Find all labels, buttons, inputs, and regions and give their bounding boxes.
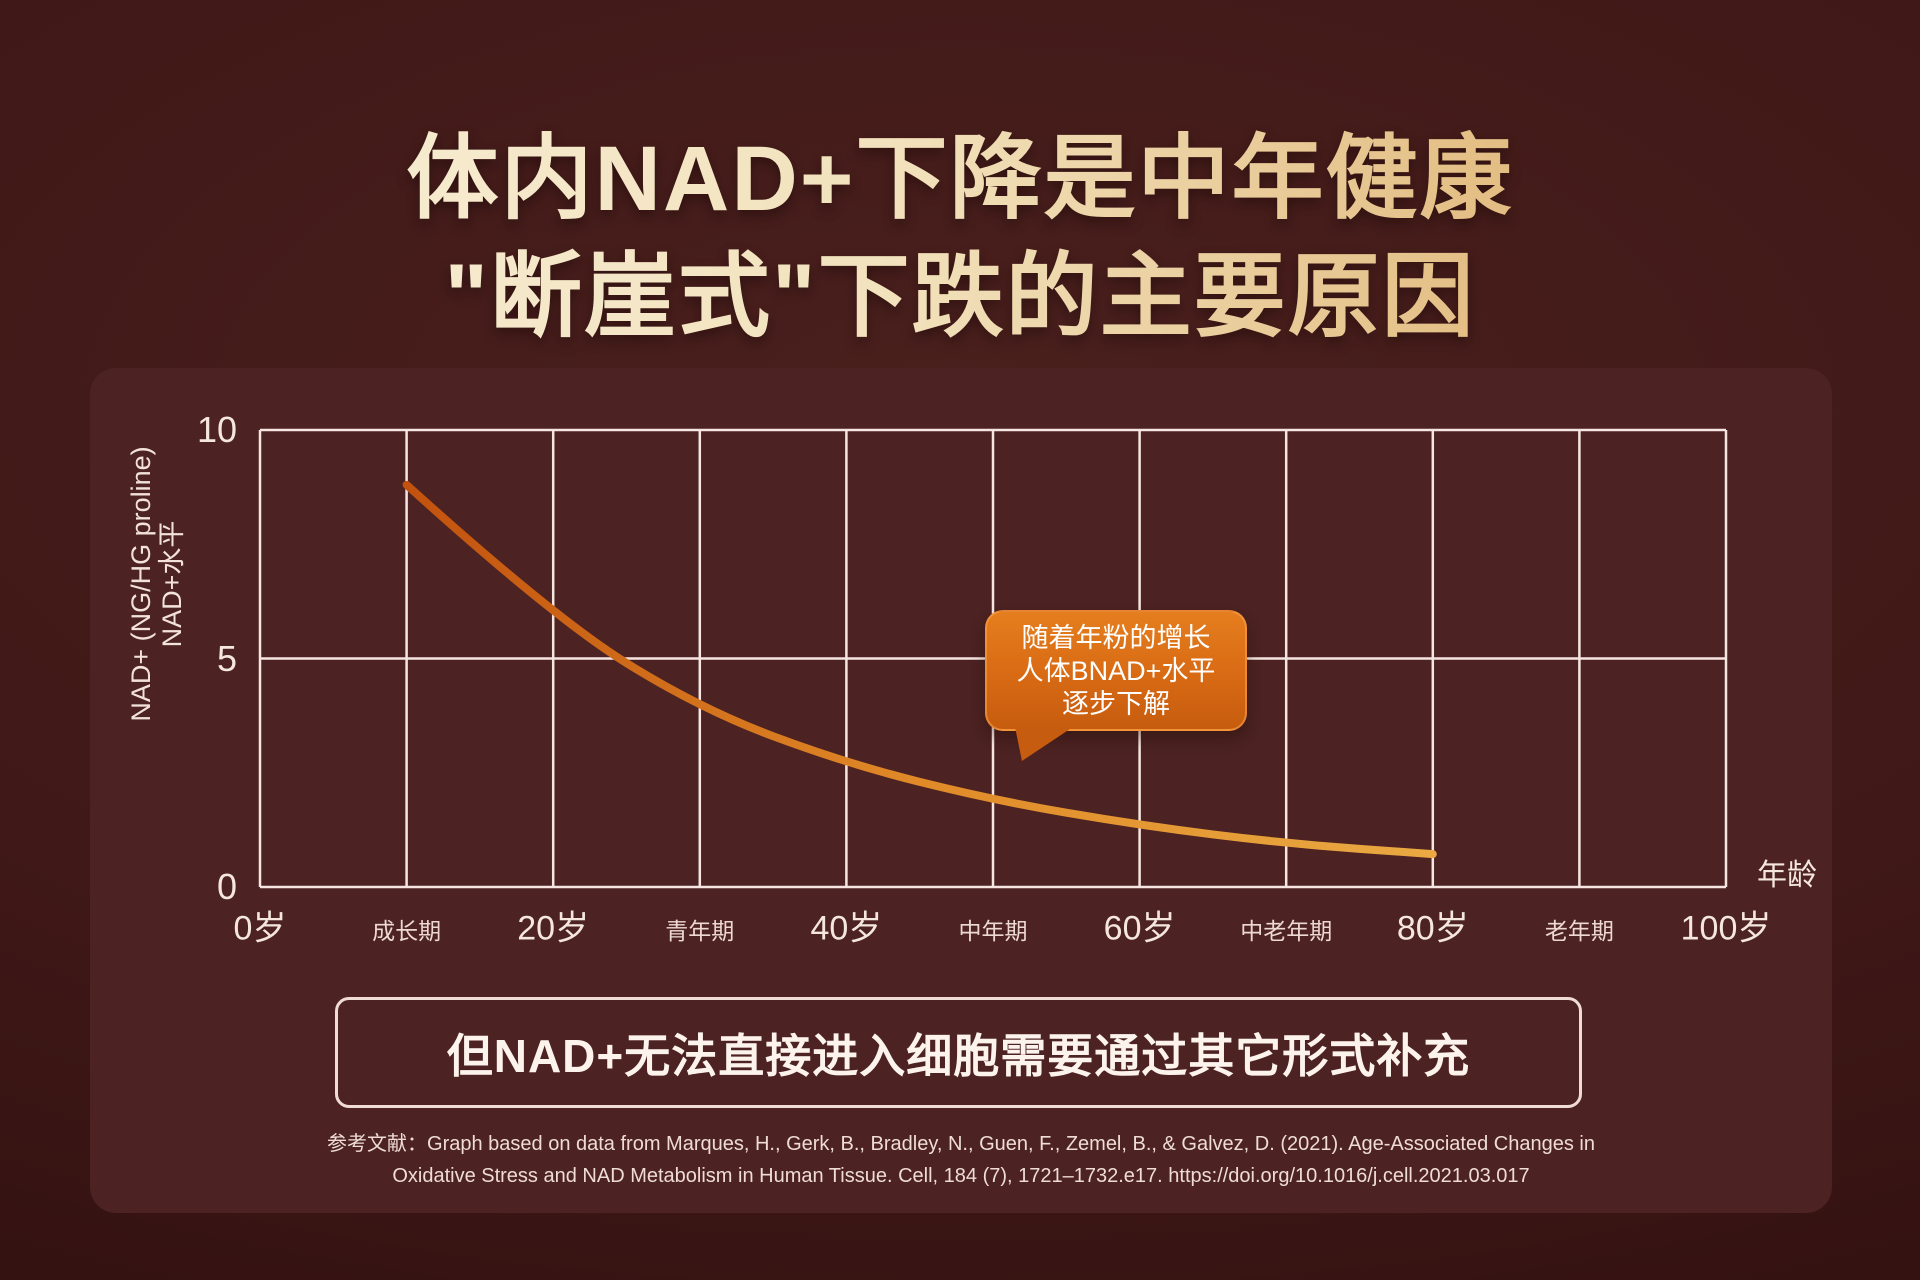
title-line-2: "断崖式"下跌的主要原因: [444, 245, 1476, 348]
y-tick-label: 0: [216, 866, 237, 907]
y-tick-label: 5: [216, 637, 237, 679]
plot-area: 随着年粉的增长 人体BNAD+水平 逐步下解: [258, 428, 1728, 889]
conclusion-banner: 但NAD+无法直接进入细胞需要通过其它形式补充: [335, 997, 1582, 1108]
x-tick-label: 100岁: [1680, 909, 1772, 948]
reference-line-1: 参考文献：Graph based on data from Marques, H…: [327, 1133, 1595, 1155]
x-tick-label: 80岁: [1396, 909, 1469, 948]
x-tick-label: 20岁: [517, 909, 590, 948]
reference-citation: 参考文献：Graph based on data from Marques, H…: [90, 1128, 1832, 1192]
y-axis-title-line-1: NAD+ (NG/HG proline): [126, 446, 156, 722]
x-tick-label: 40岁: [810, 909, 883, 948]
conclusion-banner-text: 但NAD+无法直接进入细胞需要通过其它形式补充: [446, 1029, 1471, 1082]
x-tick-label: 0岁: [233, 909, 287, 948]
x-axis-title: 年龄: [1757, 859, 1817, 892]
y-tick-label: 10: [196, 409, 237, 450]
callout-bubble: 随着年粉的增长 人体BNAD+水平 逐步下解: [985, 610, 1247, 761]
chart-card: NAD+ (NG/HG proline) NAD+水平 随着年粉的增长 人体BN…: [90, 368, 1832, 1213]
x-period-label: 老年期: [1544, 918, 1614, 944]
title-line-1: 体内NAD+下降是中年健康: [406, 127, 1514, 230]
y-axis-title-line-2: NAD+水平: [157, 520, 187, 648]
x-period-label: 中年期: [958, 918, 1028, 944]
nad-curve: [402, 480, 1437, 859]
x-period-label: 青年期: [665, 918, 735, 944]
page-title: 体内NAD+下降是中年健康 "断崖式"下跌的主要原因: [0, 120, 1920, 356]
callout-line-2: 人体BNAD+水平: [1016, 656, 1216, 686]
x-period-label: 中老年期: [1240, 918, 1333, 944]
x-tick-label: 60岁: [1103, 909, 1176, 948]
callout-line-1: 随着年粉的增长: [1021, 623, 1211, 653]
callout-line-3: 逐步下解: [1062, 689, 1170, 719]
reference-line-2: Oxidative Stress and NAD Metabolism in H…: [392, 1165, 1530, 1187]
x-period-label: 成长期: [372, 918, 442, 944]
